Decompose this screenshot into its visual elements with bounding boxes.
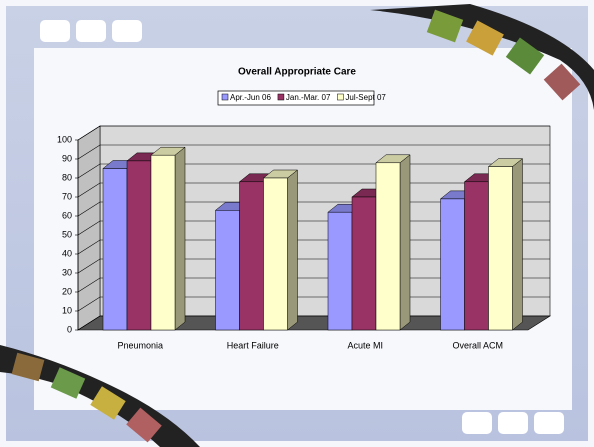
- y-tick-label: 50: [62, 229, 72, 239]
- x-tick-label: Acute MI: [347, 340, 383, 350]
- bar: [441, 199, 465, 330]
- legend-swatch: [337, 94, 343, 100]
- bar: [264, 178, 288, 330]
- x-tick-label: Heart Failure: [227, 340, 279, 350]
- y-tick-label: 40: [62, 248, 72, 258]
- y-tick-label: 100: [57, 134, 72, 144]
- y-tick-label: 10: [62, 305, 72, 315]
- bar: [352, 197, 376, 330]
- y-tick-label: 80: [62, 172, 72, 182]
- bar-side: [513, 159, 523, 330]
- y-tick-label: 70: [62, 191, 72, 201]
- bar-side: [175, 147, 185, 330]
- bar: [489, 167, 513, 330]
- bar: [240, 182, 264, 330]
- bar: [216, 210, 240, 330]
- legend-swatch: [222, 94, 228, 100]
- legend-label: Jan.-Mar. 07: [286, 93, 331, 102]
- legend-swatch: [278, 94, 284, 100]
- bar-side: [400, 155, 410, 330]
- bar: [151, 155, 175, 330]
- bar: [103, 169, 127, 331]
- x-tick-label: Overall ACM: [452, 340, 503, 350]
- y-tick-label: 20: [62, 286, 72, 296]
- y-tick-label: 30: [62, 267, 72, 277]
- bar: [465, 182, 489, 330]
- bar: [376, 163, 400, 330]
- bar: [127, 161, 151, 330]
- legend-label: Apr.-Jun 06: [230, 93, 271, 102]
- bar: [328, 212, 352, 330]
- y-tick-label: 60: [62, 210, 72, 220]
- y-tick-label: 0: [67, 324, 72, 334]
- chart-title: Overall Appropriate Care: [238, 67, 356, 78]
- y-tick-label: 90: [62, 153, 72, 163]
- slide: Overall Appropriate Care 0 10 20 30 40 50 60 70…: [0, 0, 594, 447]
- legend-label: Jul-Sept 07: [345, 93, 386, 102]
- x-tick-label: Pneumonia: [117, 340, 163, 350]
- bar-side: [288, 170, 298, 330]
